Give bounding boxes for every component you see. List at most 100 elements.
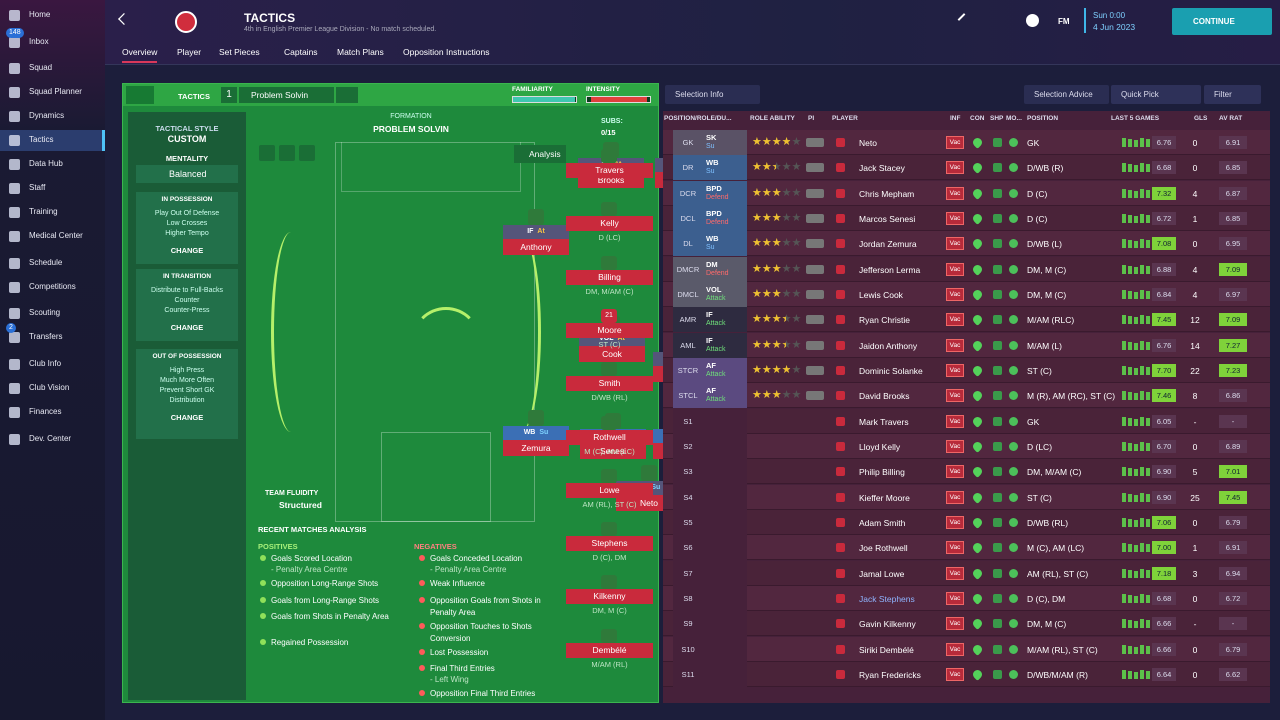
view-button[interactable] (299, 145, 315, 161)
collapse-button[interactable] (126, 86, 154, 104)
player-name[interactable]: Lewis Cook (859, 289, 903, 300)
nav-item[interactable]: Inbox 148 (0, 28, 105, 53)
table-row[interactable]: S1 Mark Travers Vac GK 6.05 - - (663, 408, 1270, 434)
player-name[interactable]: Gavin Kilkenny (859, 619, 916, 630)
player-name[interactable]: Mark Travers (859, 416, 909, 427)
tab[interactable]: Overview (122, 47, 158, 63)
table-row[interactable]: S6 Joe Rothwell Vac M (C), AM (LC) 7.00 1 6.91 (663, 535, 1270, 561)
column-header[interactable]: AV RAT (1219, 115, 1243, 122)
column-header[interactable]: GLS (1194, 115, 1208, 122)
filter[interactable]: Filter (1204, 85, 1261, 104)
player-name[interactable]: Dominic Solanke (859, 365, 923, 376)
table-row[interactable]: S8 Jack Stephens Vac D (C), DM 6.68 0 6.72 (663, 585, 1270, 611)
style-value[interactable]: CUSTOM (167, 134, 207, 144)
sub-player[interactable]: Rothwell M (C), AM (LC) (566, 415, 653, 464)
nav-item[interactable]: Medical Center (0, 226, 105, 247)
table-row[interactable]: S10 Siriki Dembélé Vac M/AM (RL), ST (C) 6.6… (663, 636, 1270, 662)
table-row[interactable]: S11 Ryan Fredericks Vac D/WB/M/AM (R) 6.64 0 6… (663, 661, 1270, 687)
formation-name[interactable]: PROBLEM SOLVIN (373, 124, 449, 134)
tactic-name[interactable]: Problem Solvin (239, 87, 334, 103)
sub-player[interactable]: Kelly D (LC) (566, 202, 653, 250)
player-name[interactable]: Jack Stephens (859, 593, 915, 604)
nav-item[interactable]: Competitions (0, 277, 105, 298)
column-header[interactable]: MO... (1006, 115, 1022, 122)
help-icon[interactable] (1026, 14, 1039, 27)
player-name[interactable]: Philip Billing (859, 467, 905, 478)
player-name[interactable]: Adam Smith (859, 517, 906, 528)
player-name[interactable]: Marcos Senesi (859, 213, 916, 224)
nav-item[interactable]: Squad (0, 58, 105, 79)
edit-icon[interactable] (957, 13, 966, 21)
column-header[interactable]: POSITION (1027, 115, 1059, 122)
analysis-button[interactable]: Analysis (514, 145, 566, 163)
nav-item[interactable]: Schedule (0, 253, 105, 274)
column-header[interactable]: POSITION/ROLE/DU... (664, 115, 732, 122)
quick-pick[interactable]: Quick Pick (1111, 85, 1201, 104)
player-name[interactable]: Lloyd Kelly (859, 441, 901, 452)
player-name[interactable]: Chris Mepham (859, 188, 915, 199)
table-row[interactable]: S7 Jamal Lowe Vac AM (RL), ST (C) 7.18 3 6.94 (663, 560, 1270, 586)
player-name[interactable]: David Brooks (859, 391, 910, 402)
tab[interactable]: Player (177, 47, 202, 57)
table-row[interactable]: S2 Lloyd Kelly Vac D (LC) 6.70 0 6.89 (663, 433, 1270, 459)
player-name[interactable]: Joe Rothwell (859, 543, 908, 554)
back-button[interactable] (118, 13, 130, 25)
sub-player[interactable]: Kilkenny DM, M (C) (566, 575, 653, 623)
change-button[interactable]: CHANGE (170, 323, 204, 332)
column-header[interactable]: CON (970, 115, 985, 122)
column-header[interactable]: PI (808, 115, 815, 122)
player-name[interactable]: Siriki Dembélé (859, 644, 914, 655)
nav-item[interactable]: Dynamics (0, 106, 105, 127)
mentality-select[interactable]: Balanced (136, 165, 238, 183)
nav-item[interactable]: Training (0, 202, 105, 223)
sub-player[interactable]: 21 Moore ST (C) (566, 308, 653, 357)
player-name[interactable]: Jack Stacey (859, 163, 905, 174)
player-name[interactable]: Jefferson Lerma (859, 264, 921, 275)
sub-player[interactable]: Dembélé M/AM (RL) (566, 628, 653, 677)
table-row[interactable]: S9 Gavin Kilkenny Vac DM, M (C) 6.66 - - (663, 611, 1270, 637)
pitch-player[interactable]: WB Su Zemura (503, 410, 569, 458)
player-name[interactable]: Jamal Lowe (859, 568, 905, 579)
nav-item[interactable]: Home (0, 5, 105, 26)
nav-item[interactable]: Club Vision (0, 378, 105, 399)
player-name[interactable]: Neto (859, 138, 877, 148)
view-button[interactable] (259, 145, 275, 161)
continue-button[interactable]: CONTINUE (1172, 8, 1272, 35)
sub-player[interactable]: Stephens D (C), DM (566, 522, 653, 570)
add-tactic[interactable] (336, 87, 358, 103)
nav-item[interactable]: Squad Planner (0, 82, 105, 103)
table-row[interactable]: S4 Kieffer Moore Vac ST (C) 6.90 25 7.45 (663, 484, 1270, 510)
nav-item[interactable]: Dev. Center (0, 429, 105, 450)
nav-item[interactable]: Transfers 2 (0, 323, 105, 348)
column-header[interactable]: INF (950, 115, 961, 122)
tab[interactable]: Captains (284, 47, 318, 57)
selection-info[interactable]: Selection Info (665, 85, 760, 104)
nav-item[interactable]: Club Info (0, 354, 105, 375)
column-header[interactable]: ROLE ABILITY (750, 115, 795, 122)
column-header[interactable]: LAST 5 GAMES (1111, 115, 1160, 122)
sub-player[interactable]: Lowe AM (RL), ST (C) (566, 468, 653, 517)
nav-item[interactable]: Data Hub (0, 154, 105, 175)
recent-title[interactable]: RECENT MATCHES ANALYSIS (258, 525, 367, 534)
player-name[interactable]: Jordan Zemura (859, 239, 917, 250)
column-header[interactable]: PLAYER (832, 115, 858, 122)
tab[interactable]: Set Pieces (219, 47, 260, 57)
nav-item[interactable]: Staff (0, 178, 105, 199)
sub-player[interactable]: Smith D/WB (RL) (566, 362, 653, 410)
column-header[interactable]: SHP (990, 115, 1004, 122)
player-name[interactable]: Jaidon Anthony (859, 340, 918, 351)
sub-player[interactable]: Billing DM, M/AM (C) (566, 255, 653, 304)
tab[interactable]: Match Plans (337, 47, 384, 57)
player-name[interactable]: Kieffer Moore (859, 492, 910, 503)
